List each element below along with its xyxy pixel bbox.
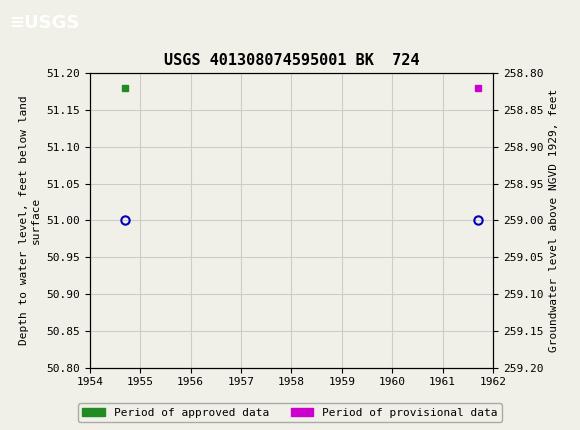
Y-axis label: Depth to water level, feet below land
surface: Depth to water level, feet below land su… [19, 95, 41, 345]
Y-axis label: Groundwater level above NGVD 1929, feet: Groundwater level above NGVD 1929, feet [549, 89, 559, 352]
Title: USGS 401308074595001 BK  724: USGS 401308074595001 BK 724 [164, 53, 419, 68]
Text: ≡USGS: ≡USGS [9, 14, 79, 31]
Legend: Period of approved data, Period of provisional data: Period of approved data, Period of provi… [78, 403, 502, 422]
